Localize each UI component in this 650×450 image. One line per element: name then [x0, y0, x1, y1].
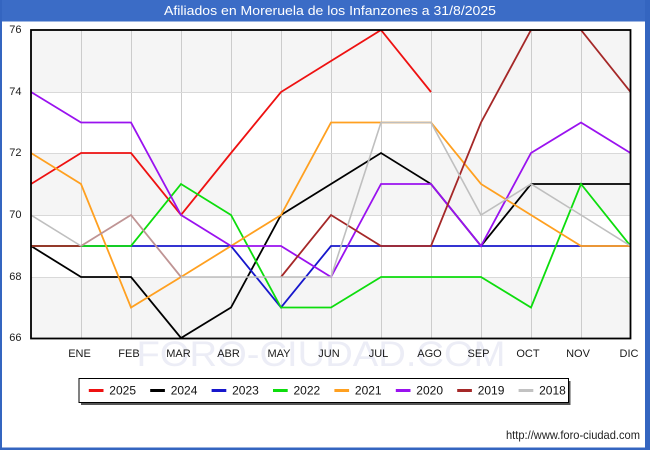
- svg-text:OCT: OCT: [516, 348, 540, 360]
- svg-text:2018: 2018: [539, 384, 566, 398]
- svg-text:2023: 2023: [232, 384, 259, 398]
- svg-text:2025: 2025: [109, 384, 136, 398]
- svg-text:2022: 2022: [294, 384, 321, 398]
- svg-text:JUL: JUL: [369, 348, 389, 360]
- svg-text:2024: 2024: [171, 384, 198, 398]
- svg-text:MAY: MAY: [267, 348, 291, 360]
- svg-text:74: 74: [9, 86, 21, 98]
- svg-text:MAR: MAR: [166, 348, 191, 360]
- svg-text:DIC: DIC: [620, 348, 639, 360]
- svg-text:FORO-CIUDAD.COM: FORO-CIUDAD.COM: [137, 334, 506, 374]
- svg-text:JUN: JUN: [318, 348, 339, 360]
- svg-text:ENE: ENE: [68, 348, 91, 360]
- svg-text:NOV: NOV: [566, 348, 591, 360]
- svg-text:FEB: FEB: [118, 348, 139, 360]
- svg-text:2020: 2020: [416, 384, 443, 398]
- svg-text:76: 76: [9, 24, 21, 36]
- svg-text:2021: 2021: [355, 384, 382, 398]
- svg-text:72: 72: [9, 147, 21, 159]
- svg-text:ABR: ABR: [217, 348, 240, 360]
- svg-text:SEP: SEP: [467, 348, 489, 360]
- svg-text:68: 68: [9, 271, 21, 283]
- svg-text:AGO: AGO: [417, 348, 442, 360]
- svg-text:Afiliados en Moreruela de los: Afiliados en Moreruela de los Infanzones…: [164, 4, 496, 18]
- svg-text:2019: 2019: [478, 384, 505, 398]
- svg-text:66: 66: [9, 332, 21, 344]
- svg-text:http://www.foro-ciudad.com: http://www.foro-ciudad.com: [506, 428, 640, 442]
- svg-text:70: 70: [9, 209, 21, 221]
